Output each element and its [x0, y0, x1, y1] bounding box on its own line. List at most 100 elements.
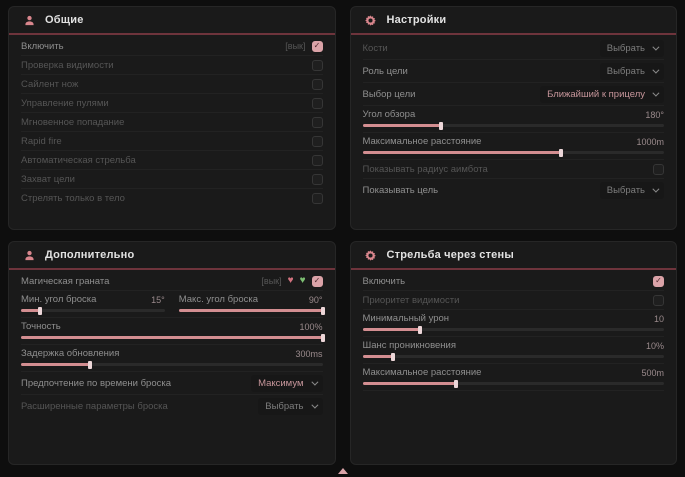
heart-red-icon[interactable]: ♥: [287, 275, 294, 286]
panel-settings-body: Кости Выбрать Роль цели Выбрать Выбор це…: [351, 35, 677, 229]
target-role-dropdown[interactable]: Выбрать: [599, 62, 664, 80]
panel-settings-header: Настройки: [350, 7, 676, 35]
gear-icon: [364, 248, 378, 262]
update-delay-slider[interactable]: [21, 360, 323, 369]
setting-penetration-chance: Шанс проникновения 10%: [362, 337, 664, 364]
checkbox-silent-knife[interactable]: ✓: [311, 78, 323, 90]
keybind-label: [вык]: [285, 41, 306, 51]
accuracy-slider[interactable]: [21, 333, 325, 342]
max-angle-slider[interactable]: [178, 306, 325, 315]
max-angle-value: 90°: [308, 294, 323, 305]
checkbox-target-lock[interactable]: ✓: [311, 173, 323, 185]
penetration-chance-value: 10%: [645, 340, 664, 351]
slider-thumb[interactable]: [37, 306, 42, 315]
toggle-visibility-priority[interactable]: Приоритет видимости ✓: [362, 291, 664, 310]
scroll-up-indicator-icon[interactable]: [337, 468, 348, 474]
min-angle-value: 15°: [151, 294, 165, 305]
fov-value: 180°: [645, 109, 664, 120]
max-distance-value: 1000m: [636, 136, 664, 147]
slider-thumb[interactable]: [438, 121, 443, 130]
checkbox-enable[interactable]: ✓: [311, 40, 323, 52]
toggle-label: Включить: [21, 40, 64, 52]
setting-min-damage: Минимальный урон 10: [362, 310, 664, 337]
target-select-dropdown[interactable]: Ближайший к прицелу: [540, 85, 664, 103]
penetration-chance-slider[interactable]: [362, 352, 664, 361]
setting-fov: Угол обзора 180°: [362, 106, 664, 133]
checkbox-instant-hit[interactable]: ✓: [311, 116, 323, 128]
chevron-down-icon: [310, 401, 318, 409]
toggle-wallbang-enable[interactable]: Включить ✓: [362, 272, 664, 291]
checkbox-bullet-control[interactable]: ✓: [311, 97, 323, 109]
toggle-instant-hit[interactable]: Мгновенное попадание ✓: [21, 113, 323, 132]
setting-advanced-throw: Расширенные параметры броска Выбрать: [21, 395, 323, 418]
setting-target-role: Роль цели Выбрать: [362, 60, 664, 83]
show-target-dropdown[interactable]: Выбрать: [599, 182, 664, 199]
chevron-down-icon: [652, 89, 660, 97]
toggle-enable[interactable]: Включить [вык] ✓: [21, 37, 323, 56]
slider-thumb[interactable]: [390, 352, 395, 361]
max-distance-slider[interactable]: [362, 148, 664, 157]
setting-accuracy: Точность 100%: [21, 318, 325, 345]
panel-wallbang-body: Включить ✓ Приоритет видимости ✓ Минимал…: [351, 270, 677, 464]
slider-thumb[interactable]: [88, 360, 93, 369]
min-damage-slider[interactable]: [362, 325, 664, 334]
panel-wallbang-title: Стрельба через стены: [386, 249, 514, 261]
throw-angle-sliders: Мин. угол броска 15° Макс. угол броска 9…: [21, 291, 325, 318]
throw-time-pref-dropdown[interactable]: Максимум: [251, 374, 323, 392]
panel-additional: Дополнительно Магическая граната [вык] ♥…: [8, 241, 336, 465]
checkbox-rapid-fire[interactable]: ✓: [311, 135, 323, 147]
setting-target-select: Выбор цели Ближайший к прицелу: [362, 83, 664, 106]
slider-thumb[interactable]: [559, 148, 564, 157]
toggle-silent-knife[interactable]: Сайлент нож ✓: [21, 75, 323, 94]
checkbox-visibility-priority[interactable]: ✓: [653, 294, 664, 306]
setting-bones: Кости Выбрать: [362, 37, 664, 60]
accuracy-value: 100%: [299, 321, 323, 332]
checkbox-auto-fire[interactable]: ✓: [311, 154, 323, 166]
min-damage-value: 10: [653, 313, 664, 324]
min-angle-slider[interactable]: [21, 306, 165, 315]
panel-settings-title: Настройки: [386, 14, 447, 26]
person-icon: [22, 248, 36, 262]
checkbox-visibility-check[interactable]: ✓: [311, 59, 323, 71]
setting-update-delay: Задержка обновления 300ms: [21, 345, 323, 372]
slider-thumb[interactable]: [453, 379, 458, 388]
panel-general-body: Включить [вык] ✓ Проверка видимости ✓ Са…: [9, 35, 335, 229]
person-icon: [22, 13, 36, 27]
setting-max-angle: Макс. угол броска 90°: [178, 291, 325, 317]
chevron-down-icon: [652, 66, 660, 74]
update-delay-value: 300ms: [295, 348, 323, 359]
slider-thumb[interactable]: [320, 333, 325, 342]
toggle-show-radius[interactable]: Показывать радиус аимбота ✓: [362, 160, 664, 179]
setting-wall-max-distance: Максимальное расстояние 500m: [362, 364, 664, 391]
checkbox-body-only[interactable]: ✓: [311, 193, 323, 204]
advanced-throw-dropdown[interactable]: Выбрать: [258, 398, 323, 415]
toggle-target-lock[interactable]: Захват цели ✓: [21, 170, 323, 189]
slider-thumb[interactable]: [320, 306, 325, 315]
toggle-visibility-check[interactable]: Проверка видимости ✓: [21, 56, 323, 75]
toggle-rapid-fire[interactable]: Rapid fire ✓: [21, 132, 323, 151]
checkbox-show-radius[interactable]: ✓: [653, 163, 664, 175]
bones-dropdown[interactable]: Выбрать: [599, 39, 664, 57]
slider-thumb[interactable]: [417, 325, 422, 334]
fov-slider[interactable]: [362, 121, 664, 130]
panel-additional-body: Магическая граната [вык] ♥ ♥ ✓ Мин. угол…: [9, 270, 335, 464]
setting-min-angle: Мин. угол броска 15°: [21, 291, 165, 317]
panel-general-title: Общие: [45, 14, 84, 26]
panel-settings: Настройки Кости Выбрать Роль цели Выбрат…: [349, 6, 677, 230]
panel-additional-title: Дополнительно: [45, 249, 135, 261]
toggle-bullet-control[interactable]: Управление пулями ✓: [21, 94, 323, 113]
panel-general: Общие Включить [вык] ✓ Проверка видимост…: [8, 6, 336, 230]
toggle-body-only[interactable]: Стрелять только в тело ✓: [21, 189, 323, 208]
checkbox-wallbang-enable[interactable]: ✓: [653, 275, 664, 287]
chevron-down-icon: [652, 185, 660, 193]
toggle-magic-grenade[interactable]: Магическая граната [вык] ♥ ♥ ✓: [21, 272, 323, 291]
setting-show-target: Показывать цель Выбрать: [363, 179, 664, 202]
wall-max-distance-slider[interactable]: [362, 379, 664, 388]
panel-wallbang-header: Стрельба через стены: [350, 242, 676, 270]
chevron-down-icon: [652, 43, 660, 51]
checkbox-magic-grenade[interactable]: ✓: [311, 275, 323, 287]
heart-green-icon[interactable]: ♥: [299, 275, 306, 286]
keybind-label: [вык]: [261, 276, 282, 286]
toggle-auto-fire[interactable]: Автоматическая стрельба ✓: [21, 151, 323, 170]
